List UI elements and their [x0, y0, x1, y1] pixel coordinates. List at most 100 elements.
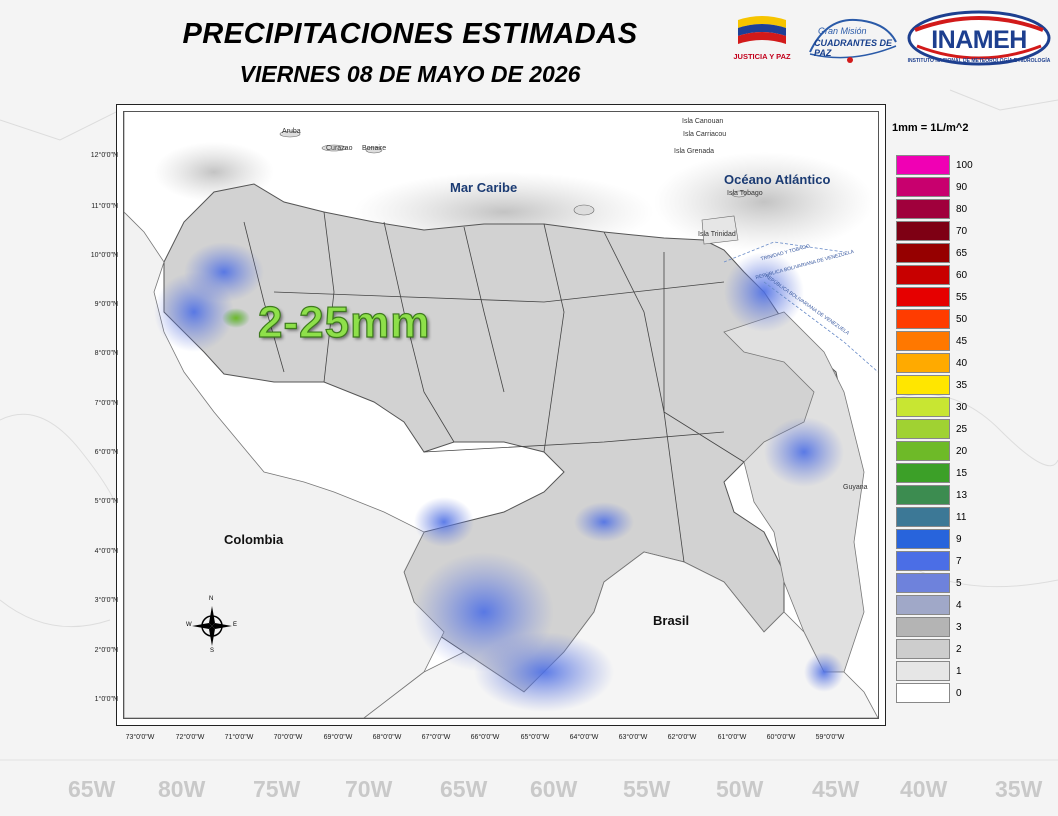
legend-item: 50	[896, 309, 967, 331]
legend-item: 100	[896, 155, 973, 177]
legend-swatch	[896, 331, 950, 351]
legend-value: 35	[956, 380, 968, 391]
compass-w: W	[186, 622, 192, 628]
lon-label: 59°0'0"W	[815, 734, 845, 741]
lon-label: 62°0'0"W	[667, 734, 697, 741]
background-tick-label: 70W	[345, 776, 393, 802]
background-tick-label: 60W	[530, 776, 578, 802]
legend-value: 70	[956, 226, 968, 237]
legend-value: 60	[956, 270, 968, 281]
background-tick-label: 35W	[995, 776, 1043, 802]
legend-item: 15	[896, 463, 967, 485]
legend-value: 55	[956, 292, 968, 303]
lon-label: 66°0'0"W	[470, 734, 500, 741]
legend-swatch	[896, 287, 950, 307]
lat-label: 1°0'0"N	[94, 696, 118, 703]
label-oceano-atlantico: Océano Atlántico	[724, 172, 831, 187]
legend-swatch	[896, 155, 950, 175]
precipitation-map	[123, 112, 879, 719]
legend-swatch	[896, 177, 950, 197]
label-isla-trinidad: Isla Trinidad	[698, 231, 736, 238]
legend-value: 0	[956, 688, 962, 699]
label-curazao: Curazao	[326, 145, 353, 152]
lat-label: 12°0'0"N	[90, 152, 118, 159]
legend-item: 13	[896, 485, 967, 507]
background-longitude-ticks: 65W 80W 75W 70W 65W 60W 55W 50W 45W 40W 35W	[0, 776, 1058, 806]
legend-swatch	[896, 683, 950, 703]
legend-unit: 1mm = 1L/m^2	[892, 122, 969, 134]
label-isla-carriacou: Isla Carriacou	[683, 131, 727, 138]
compass-e: E	[233, 622, 238, 628]
legend-item: 7	[896, 551, 962, 573]
background-tick-label: 55W	[623, 776, 671, 802]
background-tick-label: 65W	[440, 776, 488, 802]
legend-item: 55	[896, 287, 967, 309]
label-brasil: Brasil	[653, 613, 690, 628]
legend-item: 1	[896, 661, 962, 683]
legend-swatch	[896, 265, 950, 285]
background-tick-label: 80W	[158, 776, 206, 802]
legend-swatch	[896, 309, 950, 329]
label-isla-grenada: Isla Grenada	[674, 148, 715, 155]
lat-label: 8°0'0"N	[94, 350, 118, 357]
label-colombia: Colombia	[224, 532, 284, 547]
label-bonaire: Bonaire	[362, 145, 387, 152]
inameh-logo-subtext: INSTITUTO NACIONAL DE METEOROLOGÍA E HID…	[907, 58, 1051, 64]
legend-swatch	[896, 485, 950, 505]
legend-item: 25	[896, 419, 967, 441]
compass-n: N	[209, 596, 214, 602]
legend-value: 15	[956, 468, 968, 479]
label-mar-caribe: Mar Caribe	[450, 180, 518, 195]
lat-label: 11°0'0"N	[91, 203, 118, 210]
background-tick-label: 40W	[900, 776, 948, 802]
legend-item: 60	[896, 265, 967, 287]
legend-value: 40	[956, 358, 968, 369]
legend-item: 3	[896, 617, 962, 639]
legend-item: 11	[896, 507, 966, 529]
page-title: PRECIPITACIONES ESTIMADAS	[182, 18, 638, 50]
legend-value: 50	[956, 314, 968, 325]
legend-item: 90	[896, 177, 967, 199]
legend-value: 45	[956, 336, 968, 347]
legend-swatch	[896, 463, 950, 483]
legend-swatch	[896, 419, 950, 439]
legend-item: 70	[896, 221, 967, 243]
gran-mision-logo: Gran Misión CUADRANTES DE PAZ	[806, 12, 902, 68]
legend-item: 30	[896, 397, 967, 419]
gran-mision-text: Gran Misión	[818, 26, 867, 36]
cuadrantes-text: CUADRANTES DE PAZ	[814, 38, 893, 58]
label-isla-tobago: Isla Tobago	[727, 190, 763, 197]
label-aruba: Aruba	[282, 128, 301, 135]
lat-label: 5°0'0"N	[94, 498, 118, 505]
lat-label: 7°0'0"N	[94, 400, 118, 407]
lon-label: 71°0'0"W	[224, 734, 254, 741]
precipitation-legend: 100 90 80 70 65 60 55 50 45 40 35 30 25 20 15 13 11 9 7 5 4 3…	[896, 155, 973, 705]
legend-value: 13	[956, 490, 968, 501]
legend-swatch	[896, 507, 950, 527]
background-tick-label: 50W	[716, 776, 764, 802]
lat-label: 3°0'0"N	[94, 597, 118, 604]
lat-label: 9°0'0"N	[94, 301, 118, 308]
map-area[interactable]	[123, 111, 879, 719]
legend-item: 0	[896, 683, 962, 705]
justicia-paz-logo: JUSTICIA Y PAZ	[732, 12, 792, 62]
lat-label: 6°0'0"N	[94, 449, 118, 456]
legend-value: 11	[956, 512, 967, 523]
legend-value: 9	[956, 534, 962, 545]
legend-swatch	[896, 243, 950, 263]
background-tick-label: 45W	[812, 776, 860, 802]
lat-label: 10°0'0"N	[90, 252, 118, 259]
legend-swatch	[896, 353, 950, 373]
legend-value: 25	[956, 424, 968, 435]
lon-label: 72°0'0"W	[175, 734, 205, 741]
legend-value: 100	[956, 160, 973, 171]
justicia-logo-text: JUSTICIA Y PAZ	[733, 52, 791, 61]
legend-swatch	[896, 397, 950, 417]
lon-label: 68°0'0"W	[372, 734, 402, 741]
lon-label: 67°0'0"W	[421, 734, 451, 741]
legend-swatch	[896, 375, 950, 395]
lon-label: 63°0'0"W	[618, 734, 648, 741]
lon-label: 65°0'0"W	[520, 734, 550, 741]
legend-value: 30	[956, 402, 968, 413]
legend-value: 7	[956, 556, 962, 567]
